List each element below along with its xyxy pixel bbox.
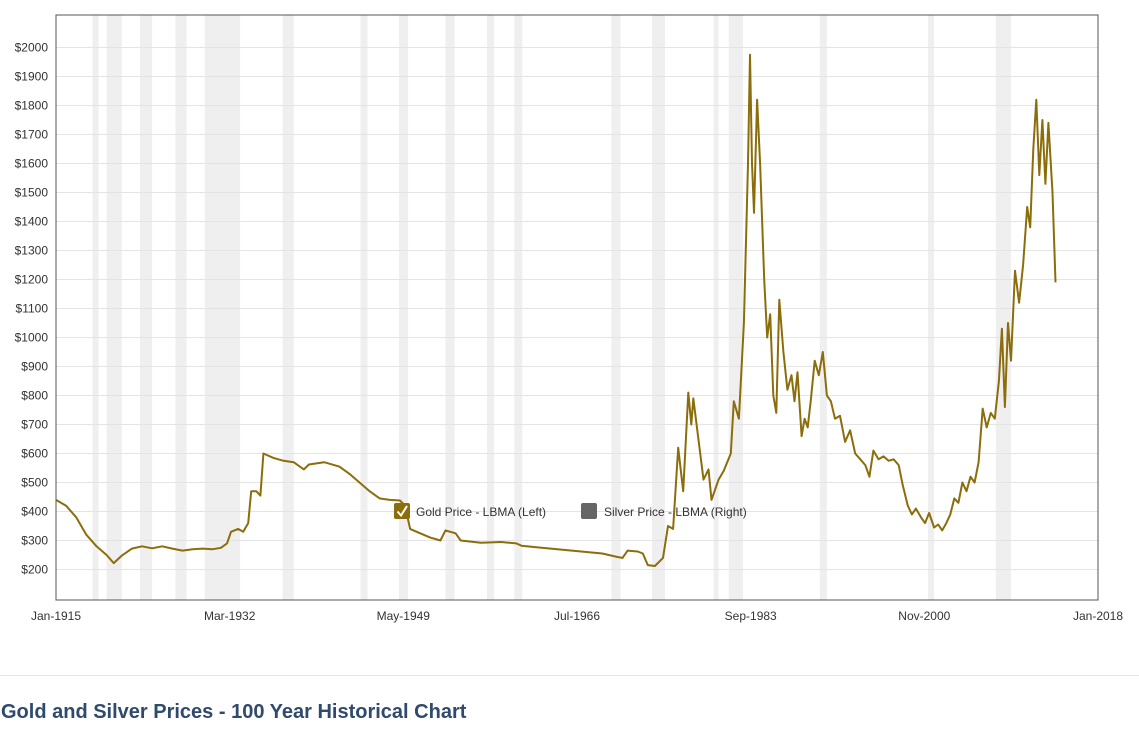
legend-item-silver[interactable]: Silver Price - LBMA (Right) bbox=[581, 503, 747, 519]
y-tick-label-1100: $1100 bbox=[16, 302, 49, 316]
y-tick-label-1400: $1400 bbox=[15, 215, 49, 229]
y-tick-label-800: $800 bbox=[21, 389, 48, 403]
caption-divider bbox=[0, 675, 1139, 676]
y-tick-label-1500: $1500 bbox=[15, 186, 49, 200]
shaded-period-1 bbox=[106, 15, 122, 600]
shaded-period-11 bbox=[611, 15, 621, 600]
legend-gold-label: Gold Price - LBMA (Left) bbox=[416, 505, 546, 519]
grid-lines bbox=[56, 47, 1098, 570]
shaded-period-8 bbox=[445, 15, 455, 600]
plot-border bbox=[55, 14, 1099, 601]
x-tick-label-4: Sep-1983 bbox=[725, 609, 777, 623]
y-tick-label-200: $200 bbox=[21, 563, 48, 577]
shaded-period-5 bbox=[282, 15, 294, 600]
y-tick-label-1700: $1700 bbox=[15, 128, 49, 142]
shaded-period-16 bbox=[928, 15, 935, 600]
gold-silver-line-chart: $200 $300 $400 $500 $600 $700 $800 $900 $1000 $11… bbox=[15, 14, 1123, 623]
shaded-period-9 bbox=[486, 15, 495, 600]
y-tick-label-1900: $1900 bbox=[15, 70, 49, 84]
shaded-period-15 bbox=[819, 15, 827, 600]
shaded-period-10 bbox=[514, 15, 523, 600]
legend-silver-swatch[interactable] bbox=[581, 503, 597, 519]
shaded-period-7 bbox=[398, 15, 409, 600]
legend-silver-label: Silver Price - LBMA (Right) bbox=[604, 505, 747, 519]
legend: Gold Price - LBMA (Left) Silver Price - … bbox=[394, 503, 747, 519]
y-tick-label-1000: $1000 bbox=[15, 331, 49, 345]
y-tick-label-700: $700 bbox=[21, 418, 48, 432]
y-tick-label-400: $400 bbox=[21, 505, 48, 519]
legend-item-gold[interactable]: Gold Price - LBMA (Left) bbox=[394, 503, 546, 519]
x-tick-label-3: Jul-1966 bbox=[554, 609, 600, 623]
shaded-period-0 bbox=[92, 15, 99, 600]
y-tick-label-600: $600 bbox=[21, 447, 48, 461]
y-tick-label-1200: $1200 bbox=[15, 273, 49, 287]
y-axis-tick-labels: $200 $300 $400 $500 $600 $700 $800 $900 $1000 $11… bbox=[15, 41, 49, 577]
y-tick-label-1600: $1600 bbox=[15, 157, 49, 171]
chart-caption: Gold and Silver Prices - 100 Year Histor… bbox=[1, 701, 467, 723]
series-lines bbox=[55, 53, 1057, 567]
checkmark-icon bbox=[396, 505, 408, 518]
y-tick-label-1300: $1300 bbox=[15, 244, 49, 258]
series-line-gold-price bbox=[55, 53, 1057, 567]
x-tick-label-1: Mar-1932 bbox=[204, 609, 256, 623]
y-tick-label-900: $900 bbox=[21, 360, 48, 374]
shaded-period-13 bbox=[713, 15, 719, 600]
x-tick-label-0: Jan-1915 bbox=[31, 609, 81, 623]
shaded-period-17 bbox=[995, 15, 1011, 600]
x-tick-label-5: Nov-2000 bbox=[898, 609, 950, 623]
y-tick-label-1800: $1800 bbox=[15, 99, 49, 113]
x-axis-tick-labels: Jan-1915 Mar-1932 May-1949 Jul-1966 Sep-1983… bbox=[31, 609, 1123, 623]
y-tick-label-500: $500 bbox=[21, 476, 48, 490]
y-tick-label-300: $300 bbox=[21, 534, 48, 548]
y-tick-label-2000: $2000 bbox=[15, 41, 49, 55]
legend-gold-swatch[interactable] bbox=[394, 503, 410, 519]
shaded-period-2 bbox=[139, 15, 153, 600]
shaded-period-3 bbox=[175, 15, 187, 600]
x-tick-label-6: Jan-2018 bbox=[1073, 609, 1123, 623]
shaded-period-4 bbox=[204, 15, 241, 600]
x-tick-label-2: May-1949 bbox=[377, 609, 431, 623]
shaded-period-6 bbox=[360, 15, 368, 600]
